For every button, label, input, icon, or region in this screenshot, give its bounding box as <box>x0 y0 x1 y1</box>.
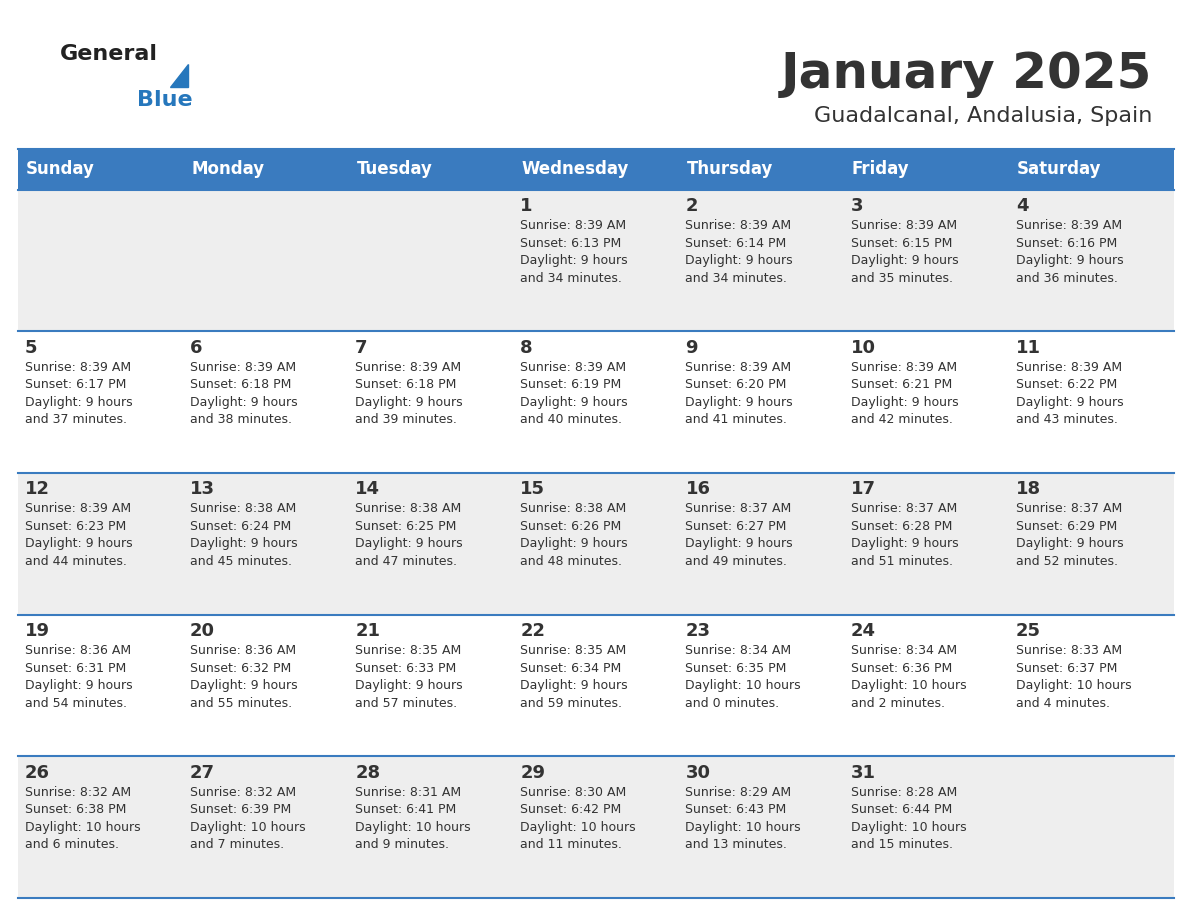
Text: Friday: Friday <box>852 161 910 178</box>
Text: Sunrise: 8:32 AM
Sunset: 6:38 PM
Daylight: 10 hours
and 6 minutes.: Sunrise: 8:32 AM Sunset: 6:38 PM Dayligh… <box>25 786 140 851</box>
Text: Sunrise: 8:35 AM
Sunset: 6:34 PM
Daylight: 9 hours
and 59 minutes.: Sunrise: 8:35 AM Sunset: 6:34 PM Dayligh… <box>520 644 628 710</box>
Text: Sunrise: 8:31 AM
Sunset: 6:41 PM
Daylight: 10 hours
and 9 minutes.: Sunrise: 8:31 AM Sunset: 6:41 PM Dayligh… <box>355 786 470 851</box>
Text: Sunrise: 8:39 AM
Sunset: 6:20 PM
Daylight: 9 hours
and 41 minutes.: Sunrise: 8:39 AM Sunset: 6:20 PM Dayligh… <box>685 361 794 426</box>
Text: 6: 6 <box>190 339 203 357</box>
Text: 4: 4 <box>1016 197 1029 215</box>
Text: 11: 11 <box>1016 339 1041 357</box>
Text: Sunrise: 8:39 AM
Sunset: 6:13 PM
Daylight: 9 hours
and 34 minutes.: Sunrise: 8:39 AM Sunset: 6:13 PM Dayligh… <box>520 219 628 285</box>
Text: 16: 16 <box>685 480 710 498</box>
Polygon shape <box>170 64 188 87</box>
Text: 26: 26 <box>25 764 50 781</box>
Text: Sunrise: 8:38 AM
Sunset: 6:26 PM
Daylight: 9 hours
and 48 minutes.: Sunrise: 8:38 AM Sunset: 6:26 PM Dayligh… <box>520 502 628 568</box>
Text: Sunday: Sunday <box>26 161 95 178</box>
Text: 31: 31 <box>851 764 876 781</box>
Text: Sunrise: 8:39 AM
Sunset: 6:19 PM
Daylight: 9 hours
and 40 minutes.: Sunrise: 8:39 AM Sunset: 6:19 PM Dayligh… <box>520 361 628 426</box>
Text: 3: 3 <box>851 197 864 215</box>
Text: Sunrise: 8:39 AM
Sunset: 6:23 PM
Daylight: 9 hours
and 44 minutes.: Sunrise: 8:39 AM Sunset: 6:23 PM Dayligh… <box>25 502 133 568</box>
Text: 12: 12 <box>25 480 50 498</box>
Text: Sunrise: 8:29 AM
Sunset: 6:43 PM
Daylight: 10 hours
and 13 minutes.: Sunrise: 8:29 AM Sunset: 6:43 PM Dayligh… <box>685 786 801 851</box>
Text: Saturday: Saturday <box>1017 161 1101 178</box>
Text: Sunrise: 8:28 AM
Sunset: 6:44 PM
Daylight: 10 hours
and 15 minutes.: Sunrise: 8:28 AM Sunset: 6:44 PM Dayligh… <box>851 786 966 851</box>
Text: Guadalcanal, Andalusia, Spain: Guadalcanal, Andalusia, Spain <box>814 106 1152 126</box>
Text: Sunrise: 8:36 AM
Sunset: 6:32 PM
Daylight: 9 hours
and 55 minutes.: Sunrise: 8:36 AM Sunset: 6:32 PM Dayligh… <box>190 644 298 710</box>
Text: 5: 5 <box>25 339 38 357</box>
Text: 2: 2 <box>685 197 699 215</box>
Text: 8: 8 <box>520 339 533 357</box>
Text: Sunrise: 8:34 AM
Sunset: 6:36 PM
Daylight: 10 hours
and 2 minutes.: Sunrise: 8:34 AM Sunset: 6:36 PM Dayligh… <box>851 644 966 710</box>
Text: 30: 30 <box>685 764 710 781</box>
Text: Thursday: Thursday <box>687 161 773 178</box>
Text: Sunrise: 8:30 AM
Sunset: 6:42 PM
Daylight: 10 hours
and 11 minutes.: Sunrise: 8:30 AM Sunset: 6:42 PM Dayligh… <box>520 786 636 851</box>
Text: 18: 18 <box>1016 480 1041 498</box>
Text: Sunrise: 8:32 AM
Sunset: 6:39 PM
Daylight: 10 hours
and 7 minutes.: Sunrise: 8:32 AM Sunset: 6:39 PM Dayligh… <box>190 786 305 851</box>
Text: Sunrise: 8:37 AM
Sunset: 6:29 PM
Daylight: 9 hours
and 52 minutes.: Sunrise: 8:37 AM Sunset: 6:29 PM Dayligh… <box>1016 502 1124 568</box>
Text: Sunrise: 8:39 AM
Sunset: 6:15 PM
Daylight: 9 hours
and 35 minutes.: Sunrise: 8:39 AM Sunset: 6:15 PM Dayligh… <box>851 219 959 285</box>
Text: Sunrise: 8:35 AM
Sunset: 6:33 PM
Daylight: 9 hours
and 57 minutes.: Sunrise: 8:35 AM Sunset: 6:33 PM Dayligh… <box>355 644 463 710</box>
Text: Sunrise: 8:36 AM
Sunset: 6:31 PM
Daylight: 9 hours
and 54 minutes.: Sunrise: 8:36 AM Sunset: 6:31 PM Dayligh… <box>25 644 133 710</box>
Text: Sunrise: 8:38 AM
Sunset: 6:24 PM
Daylight: 9 hours
and 45 minutes.: Sunrise: 8:38 AM Sunset: 6:24 PM Dayligh… <box>190 502 298 568</box>
Text: Sunrise: 8:37 AM
Sunset: 6:27 PM
Daylight: 9 hours
and 49 minutes.: Sunrise: 8:37 AM Sunset: 6:27 PM Dayligh… <box>685 502 794 568</box>
Text: Sunrise: 8:33 AM
Sunset: 6:37 PM
Daylight: 10 hours
and 4 minutes.: Sunrise: 8:33 AM Sunset: 6:37 PM Dayligh… <box>1016 644 1131 710</box>
Text: 21: 21 <box>355 622 380 640</box>
Text: 29: 29 <box>520 764 545 781</box>
Text: Monday: Monday <box>191 161 265 178</box>
Text: 10: 10 <box>851 339 876 357</box>
Text: 20: 20 <box>190 622 215 640</box>
Text: Sunrise: 8:39 AM
Sunset: 6:22 PM
Daylight: 9 hours
and 43 minutes.: Sunrise: 8:39 AM Sunset: 6:22 PM Dayligh… <box>1016 361 1124 426</box>
Text: 24: 24 <box>851 622 876 640</box>
Text: Sunrise: 8:39 AM
Sunset: 6:18 PM
Daylight: 9 hours
and 38 minutes.: Sunrise: 8:39 AM Sunset: 6:18 PM Dayligh… <box>190 361 298 426</box>
Text: Sunrise: 8:39 AM
Sunset: 6:18 PM
Daylight: 9 hours
and 39 minutes.: Sunrise: 8:39 AM Sunset: 6:18 PM Dayligh… <box>355 361 463 426</box>
Text: Sunrise: 8:38 AM
Sunset: 6:25 PM
Daylight: 9 hours
and 47 minutes.: Sunrise: 8:38 AM Sunset: 6:25 PM Dayligh… <box>355 502 463 568</box>
Text: Sunrise: 8:39 AM
Sunset: 6:21 PM
Daylight: 9 hours
and 42 minutes.: Sunrise: 8:39 AM Sunset: 6:21 PM Dayligh… <box>851 361 959 426</box>
Text: 25: 25 <box>1016 622 1041 640</box>
Text: 23: 23 <box>685 622 710 640</box>
Text: Sunrise: 8:37 AM
Sunset: 6:28 PM
Daylight: 9 hours
and 51 minutes.: Sunrise: 8:37 AM Sunset: 6:28 PM Dayligh… <box>851 502 959 568</box>
Text: 19: 19 <box>25 622 50 640</box>
Text: Sunrise: 8:39 AM
Sunset: 6:17 PM
Daylight: 9 hours
and 37 minutes.: Sunrise: 8:39 AM Sunset: 6:17 PM Dayligh… <box>25 361 133 426</box>
Text: 14: 14 <box>355 480 380 498</box>
Text: 22: 22 <box>520 622 545 640</box>
Text: Wednesday: Wednesday <box>522 161 628 178</box>
Text: Sunrise: 8:39 AM
Sunset: 6:14 PM
Daylight: 9 hours
and 34 minutes.: Sunrise: 8:39 AM Sunset: 6:14 PM Dayligh… <box>685 219 794 285</box>
Text: 7: 7 <box>355 339 368 357</box>
Text: 28: 28 <box>355 764 380 781</box>
Text: 27: 27 <box>190 764 215 781</box>
Text: 9: 9 <box>685 339 699 357</box>
Text: General: General <box>59 44 157 64</box>
Text: 1: 1 <box>520 197 533 215</box>
Text: 17: 17 <box>851 480 876 498</box>
Text: 15: 15 <box>520 480 545 498</box>
Text: Sunrise: 8:39 AM
Sunset: 6:16 PM
Daylight: 9 hours
and 36 minutes.: Sunrise: 8:39 AM Sunset: 6:16 PM Dayligh… <box>1016 219 1124 285</box>
Text: Blue: Blue <box>137 90 192 110</box>
Text: Sunrise: 8:34 AM
Sunset: 6:35 PM
Daylight: 10 hours
and 0 minutes.: Sunrise: 8:34 AM Sunset: 6:35 PM Dayligh… <box>685 644 801 710</box>
Text: January 2025: January 2025 <box>781 50 1152 98</box>
Text: 13: 13 <box>190 480 215 498</box>
Text: Tuesday: Tuesday <box>356 161 432 178</box>
